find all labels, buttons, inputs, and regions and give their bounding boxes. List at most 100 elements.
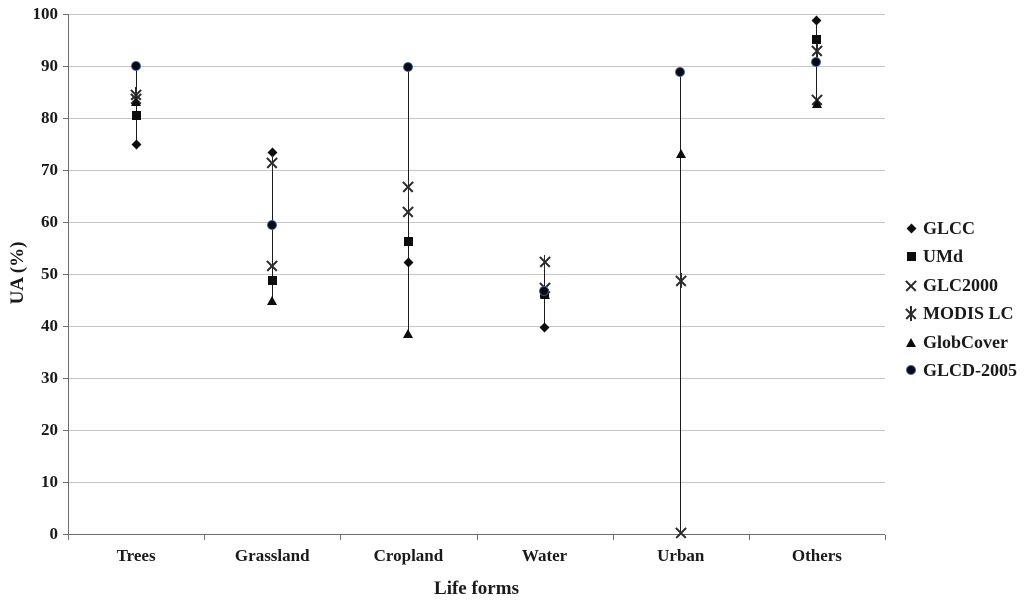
y-axis-tick (63, 13, 68, 15)
legend-label: GLC2000 (923, 274, 999, 295)
marker-modis-lc-trees (130, 87, 143, 103)
legend-label: GLCC (923, 217, 976, 238)
asterisk-icon (903, 306, 920, 322)
y-axis-tick (63, 325, 68, 327)
y-tick-label: 70 (41, 160, 58, 179)
legend-label: GlobCover (923, 331, 1008, 352)
x-icon (903, 277, 920, 293)
x-category-label-cropland: Cropland (373, 546, 444, 565)
y-tick-label: 80 (41, 108, 58, 127)
y-axis-tick (63, 221, 68, 223)
marker-modis-lc-water (538, 254, 551, 270)
gridline-y-90 (68, 65, 885, 67)
marker-glcd-2005-water (539, 286, 550, 297)
x-category-label-urban: Urban (657, 546, 705, 565)
gridline-y-80 (68, 117, 885, 119)
range-line-urban (680, 72, 682, 533)
marker-globcover-urban (675, 149, 686, 159)
x-axis-tick (476, 535, 478, 540)
x-axis-tick (885, 535, 886, 540)
x-category-label-grassland: Grassland (234, 546, 310, 565)
gridline-y-20 (68, 429, 885, 431)
y-axis-line (68, 14, 69, 534)
marker-glcc-trees (131, 139, 142, 150)
legend-item-glc2000: GLC2000 (903, 271, 1017, 300)
marker-globcover-others (811, 99, 822, 109)
y-axis-title: UA (%) (7, 241, 28, 305)
gridline-y-50 (68, 273, 885, 275)
legend-diamond-marker (906, 223, 916, 234)
y-axis-tick (63, 117, 68, 119)
marker-modis-lc-others (810, 42, 823, 58)
marker-umd-trees (131, 110, 141, 120)
y-tick-label: 60 (41, 212, 58, 231)
asterisk-vertical-bar (680, 273, 682, 289)
legend: GLCC UMd GLC2000 MODIS LC GlobCover GLCD-2005 (903, 214, 1017, 385)
legend-label: GLCD-2005 (923, 360, 1017, 381)
asterisk-vertical-bar (407, 179, 410, 195)
y-tick-label: 20 (41, 420, 58, 439)
marker-globcover-cropland (403, 328, 414, 338)
x-category-label-others: Others (791, 546, 842, 565)
y-tick-label: 0 (49, 524, 59, 543)
marker-glcd-2005-others (811, 57, 822, 68)
range-line-cropland (407, 67, 409, 334)
y-tick-label: 100 (32, 4, 59, 23)
x-axis-tick (748, 535, 750, 540)
marker-modis-lc-urban (674, 273, 687, 289)
x-axis-tick (612, 535, 614, 540)
legend-item-umd: UMd (903, 243, 1017, 272)
y-tick-label: 90 (41, 56, 58, 75)
x-axis-tick (68, 535, 69, 540)
legend-triangle-marker (906, 337, 916, 347)
legend-item-modis-lc: MODIS LC (903, 300, 1017, 329)
y-tick-label: 30 (41, 368, 58, 387)
marker-umd-others (812, 34, 822, 44)
y-tick-label: 10 (41, 472, 58, 491)
marker-glcd-2005-cropland (402, 61, 413, 72)
marker-glc2000-grassland (266, 259, 279, 272)
marker-glcd-2005-trees (130, 61, 141, 72)
y-tick-label: 40 (41, 316, 58, 335)
marker-modis-lc-cropland (402, 179, 415, 195)
legend-item-globcover: GlobCover (903, 328, 1017, 357)
marker-modis-lc-grassland (266, 155, 279, 171)
gridline-y-30 (68, 377, 885, 379)
asterisk-vertical-bar (910, 306, 912, 322)
square-icon (903, 249, 920, 265)
asterisk-vertical-bar (543, 254, 546, 270)
diamond-icon (903, 220, 920, 236)
circle-icon (903, 363, 920, 379)
marker-glcc-water (539, 322, 550, 332)
gridline-y-60 (68, 221, 885, 223)
marker-glcc-others (811, 15, 822, 26)
marker-glcd-2005-urban (675, 67, 686, 78)
y-axis-tick (63, 377, 68, 379)
y-axis-tick (63, 481, 68, 483)
marker-glcc-cropland (403, 257, 414, 268)
x-axis-tick (204, 535, 206, 540)
marker-glc2000-urban (674, 526, 687, 539)
legend-circle-marker (905, 365, 916, 376)
marker-glcd-2005-grassland (266, 220, 277, 231)
legend-label: MODIS LC (923, 303, 1014, 324)
y-axis-tick (63, 273, 68, 275)
y-tick-label: 50 (41, 264, 58, 283)
legend-x-marker (905, 279, 918, 292)
legend-asterisk-marker (905, 306, 918, 322)
x-axis-tick (340, 535, 342, 540)
gridline-y-100 (68, 13, 885, 15)
x-axis-line (68, 534, 885, 535)
triangle-icon (903, 334, 920, 350)
x-category-label-water: Water (521, 546, 568, 565)
y-axis-tick (63, 65, 68, 67)
gridline-y-40 (68, 325, 885, 327)
asterisk-vertical-bar (816, 42, 818, 58)
x-category-label-trees: Trees (116, 546, 156, 565)
marker-globcover-grassland (267, 295, 278, 305)
y-axis-tick (63, 169, 68, 171)
marker-globcover-trees (131, 97, 142, 107)
marker-glc2000-cropland (402, 205, 415, 218)
